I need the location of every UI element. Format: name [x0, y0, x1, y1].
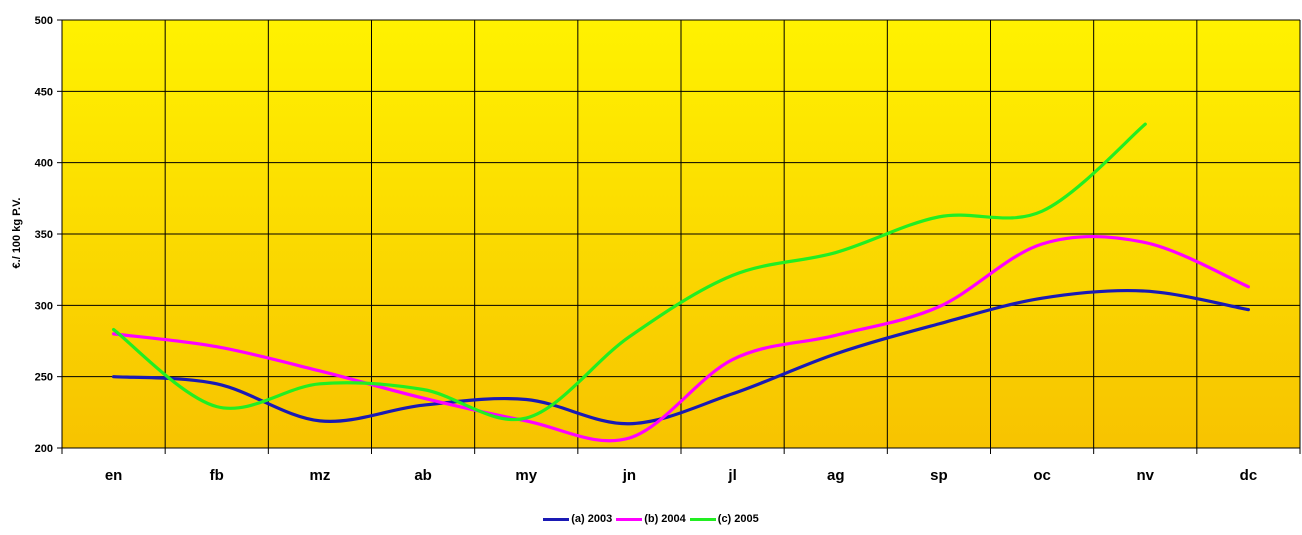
- legend-label: (a) 2003: [571, 513, 613, 525]
- x-tick-label: sp: [930, 467, 948, 484]
- legend: (a) 2003 (b) 2004 (c) 2005: [0, 513, 1302, 525]
- x-tick-label: nv: [1136, 467, 1154, 484]
- line-chart: 200 250 300 350 400 450 500 en fb mz ab my jn jl ag sp o…: [11, 15, 1301, 484]
- series-line-3: [111, 122, 1147, 422]
- legend-swatch: [543, 517, 570, 521]
- series-line-1: [111, 288, 1251, 426]
- x-tick-label: en: [105, 467, 123, 484]
- x-tick-label: jn: [622, 467, 636, 484]
- x-tick-label: ag: [827, 467, 845, 484]
- gridlines: [61, 19, 1301, 449]
- y-tick-label: 400: [35, 158, 53, 170]
- x-tick-label: my: [515, 467, 537, 484]
- legend-item-3: (c) 2005: [689, 513, 759, 525]
- x-tick-label: dc: [1240, 467, 1258, 484]
- x-tick-label: ab: [414, 467, 432, 484]
- y-tick-label: 250: [35, 372, 53, 384]
- axes: 200 250 300 350 400 450 500 en fb mz ab my jn jl ag sp o…: [35, 15, 1301, 484]
- legend-item-2: (b) 2004: [616, 513, 686, 525]
- x-tick-label: mz: [309, 467, 330, 484]
- legend-label: (b) 2004: [644, 513, 686, 525]
- legend-label: (c) 2005: [717, 513, 759, 525]
- x-tick-label: fb: [210, 467, 224, 484]
- legend-swatch: [616, 517, 643, 521]
- y-tick-label: 350: [35, 229, 53, 241]
- y-tick-label: 300: [35, 300, 53, 312]
- y-tick-label: 450: [35, 86, 53, 98]
- y-tick-label: 500: [35, 15, 53, 27]
- x-tick-label: oc: [1033, 467, 1051, 484]
- series-line-2: [111, 235, 1251, 443]
- series-lines: [111, 122, 1251, 443]
- y-axis-label: €./ 100 kg P.V.: [11, 198, 23, 269]
- y-tick-label: 200: [35, 443, 53, 455]
- legend-swatch: [689, 517, 716, 521]
- legend-item-1: (a) 2003: [543, 513, 612, 525]
- x-tick-label: jl: [727, 467, 736, 484]
